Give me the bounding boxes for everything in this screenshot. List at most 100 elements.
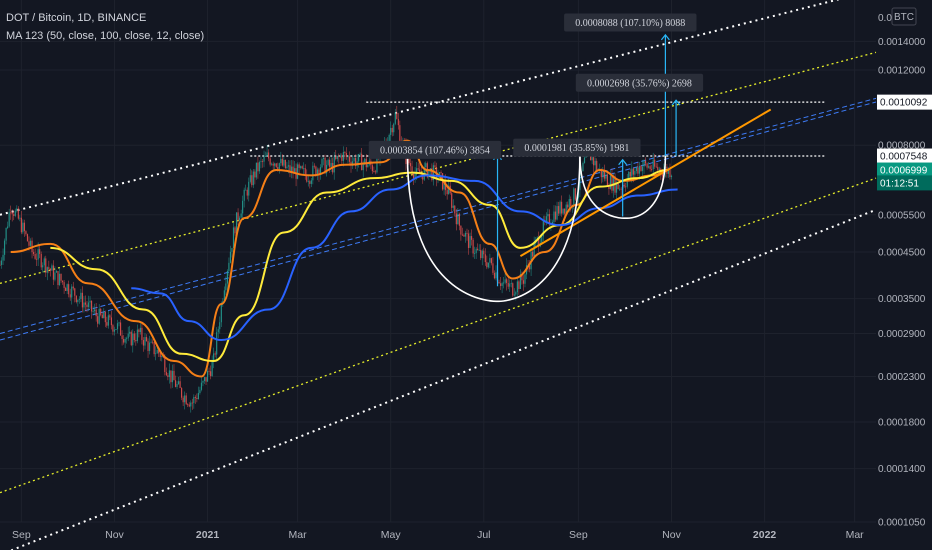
candle-body [206,370,209,382]
candle-body [470,236,473,240]
candle-body [283,159,285,166]
candle-body [190,402,192,407]
candle-body [119,322,122,336]
candle-body [138,329,140,333]
candle-body [446,190,448,195]
candle-body [245,189,247,191]
candle-body [545,216,547,222]
candle-body [89,300,91,303]
y-tick-label: 0.0002300 [878,372,926,383]
candle-body [434,165,436,168]
candle-body [228,262,230,271]
channel-outer-upper [0,0,840,216]
candle-body [58,273,61,286]
candle-body [460,225,462,235]
candle-body [205,377,207,382]
candle-body [532,251,534,257]
candle-body [625,186,627,188]
channel-midline-b [0,101,877,341]
candle-body [261,161,264,162]
candle-body [159,353,161,357]
candle-body [654,159,656,167]
channel-inner-lower [0,177,877,494]
currency-button-box [891,7,917,26]
candle-body [133,333,135,341]
indicator-legend[interactable]: MA 123 (50, close, 100, close, 12, close… [6,30,205,42]
candle-body [556,206,558,220]
candle-body [396,112,398,119]
candle-body [393,123,395,133]
candle-body [281,158,283,166]
candle-body [469,236,471,248]
channel-outer-lower [9,208,877,550]
candle-body [655,166,657,168]
y-tick-label: 0.0003500 [878,294,926,305]
time-axis[interactable]: Sep Nov 2021 Mar May Jul Sep Nov 2022 Mar [12,529,864,541]
candle-body [235,212,238,234]
candle-body [412,173,415,179]
candle-body [16,208,18,211]
candle-body [478,249,480,251]
candle-body [216,332,218,355]
candle-body [319,167,322,175]
candle-body [202,380,204,383]
candle-body [174,380,177,387]
candle-body [280,158,282,164]
candle-body [185,395,187,405]
candle-body [234,227,236,234]
candle-body [371,165,373,172]
candle-body [158,349,160,354]
candle-body [213,353,215,362]
candle-body [23,222,26,232]
measure-label: 0.0001981 (35.85%) 1981 [524,143,629,154]
candle-body [327,159,329,165]
candle-body [52,265,55,280]
candle-body [559,201,561,214]
candle-body [391,127,393,133]
candle-body [48,267,50,269]
candle-body [354,158,357,166]
candle-body [438,172,441,177]
candle-body [249,175,251,182]
candle-body [260,161,262,163]
candle-body [219,322,221,330]
candle-body [443,180,445,190]
candle-body [301,166,303,169]
candle-body [123,339,125,343]
candle-body [179,381,181,388]
price-axis[interactable]: 0.0014000 0.0012000 0.0008000 0.0005500 0.00… [877,7,932,529]
candle-body [506,279,508,283]
candle-body [210,371,212,377]
candle-body [553,211,555,222]
candle-body [637,167,639,174]
candle-body [669,168,671,178]
candle-body [635,167,637,171]
candle-body [116,323,119,330]
candle-body [330,163,332,167]
candle-body [495,272,497,279]
candle-body [130,331,132,346]
candle-body [135,340,137,342]
candle-body [43,258,45,266]
currency-button[interactable]: BTC [894,12,914,23]
candle-body [269,158,271,165]
candle-body [661,173,663,177]
candle-body [564,208,566,214]
candle-body [608,185,610,189]
candle-body [92,311,94,312]
candle-body [292,166,294,173]
candle-body [69,294,71,298]
candle-body [147,341,149,351]
candle-body [573,188,575,205]
candle-body [40,253,42,268]
y-tick-label: 0.0004500 [878,247,926,258]
candle-body [318,169,320,175]
candle-body [144,337,146,346]
candle-body [239,217,241,221]
candle-body [242,200,244,214]
candle-body [211,361,213,377]
candle-body [602,171,604,178]
cup-pattern [406,154,581,303]
candle-body [342,152,344,161]
